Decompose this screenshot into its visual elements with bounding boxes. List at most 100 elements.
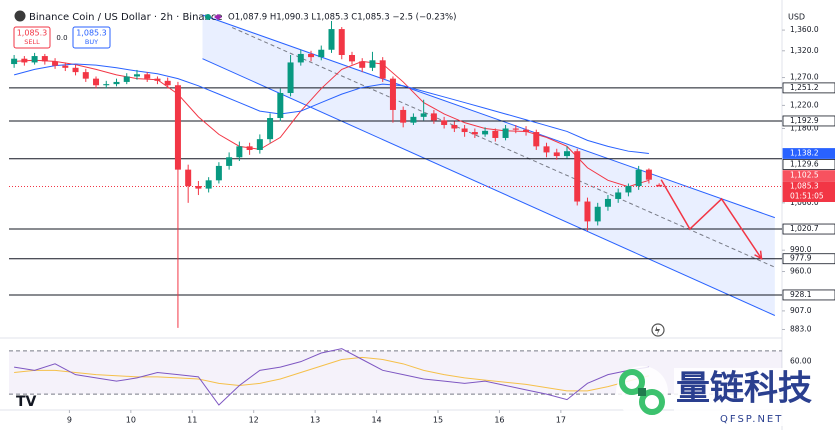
currency: USD [788,13,805,22]
candle-body [21,58,28,63]
candle-body [441,120,448,125]
y-tick-label: 1,180.0 [790,124,819,133]
tv-logo: 𝗧𝗩 [16,394,37,410]
candle-body [267,118,274,140]
buy-label: BUY [85,38,98,46]
candle-body [533,132,540,147]
overlay: Binance Coin / US Dollar · 2h · Binance … [13,10,835,426]
projection-arrowhead [754,250,763,261]
spread: 0.0 [56,34,67,42]
candle-body [41,56,48,62]
candle-body [185,169,192,187]
price-tag [782,170,835,181]
y-tick-label: 990.0 [790,245,812,254]
x-tick-label: 14 [371,416,381,425]
candle-body [103,84,110,86]
replay-icon[interactable] [651,323,665,337]
candle-body [123,76,130,82]
buy-button[interactable] [72,26,111,49]
channel-upper [202,14,776,219]
symbol-title: Binance Coin / US Dollar · 2h · Binance [29,12,223,23]
candle-body [246,146,253,150]
candle-body [379,60,386,79]
price-tag [782,82,835,94]
candle-body [205,180,212,189]
candle-body [492,130,499,138]
candle-body [174,85,181,170]
y-tick-label: 1,320.0 [790,46,819,55]
candle-body [11,58,18,65]
candle-body [563,151,570,157]
x-tick-label: 13 [310,416,320,425]
candle-body [645,169,652,180]
candle-body [512,128,519,130]
x-tick-label: 12 [249,416,259,425]
price-tag-label: 1,020.7 [790,224,819,233]
sell-label: SELL [24,38,40,46]
candle-body [451,124,458,129]
moving-average [13,63,649,154]
sell-button[interactable] [13,26,51,49]
sell-price: 1,085.3 [17,29,48,38]
buy-price: 1,085.3 [76,29,107,38]
price-tag [782,289,835,301]
candle-body [430,113,437,121]
candle-body [318,49,325,58]
rsi-ma [14,356,650,392]
x-tick-label: 10 [126,416,136,425]
candle-body [348,55,355,62]
candle-body [256,139,263,150]
x-tick-label: 9 [67,416,72,425]
candle-body [328,29,335,50]
channel-lower [202,58,776,316]
candle-body [144,74,151,79]
candle-body [297,53,304,63]
watermark-name: 量链科技 [676,369,812,409]
candle-body [523,129,530,133]
candle-body [420,113,427,117]
channel-middle [231,27,776,268]
candle-body [287,62,294,94]
candle-body [308,53,315,58]
price-tag [782,223,835,235]
candle-body [154,78,161,81]
y-tick-label: 883.0 [790,324,812,333]
candle-body [226,157,233,166]
watermark-site: QFSP.NET [720,414,783,425]
candle-body [338,29,345,56]
candle-body [52,61,59,66]
x-tick-label: 11 [187,416,197,425]
rsi-line [14,348,649,406]
candle-body [113,81,120,85]
y-tick-label: 960.0 [790,267,812,276]
candle-body [62,65,69,68]
watermark-bg [674,368,835,426]
candle-body [553,152,560,157]
candle-body [543,146,550,153]
price-tag [782,115,835,127]
y-tick-label: 1,060.0 [790,198,819,207]
projection-path [660,179,763,260]
candle-body [82,72,89,79]
candle-body [215,165,222,181]
price-tag-label: 1,251.2 [790,83,819,92]
y-tick-label: 1,270.0 [790,73,819,82]
candle-body [389,78,396,110]
candle-body [359,61,366,68]
price-tag-label: 1,102.5 [790,171,819,180]
y-tick-label: 1,360.0 [790,25,819,34]
channel-fill [202,14,775,316]
candle-body [400,109,407,123]
status-icon [214,14,222,20]
moving-average [14,59,650,188]
watermark-logo [616,366,668,418]
countdown: 01:51:05 [790,192,824,201]
price-tag [782,181,835,202]
candle-body [482,130,489,135]
x-tick-label: 17 [556,416,566,425]
y-tick-label: 1,220.0 [790,100,819,109]
candle-body [594,206,601,222]
candle-body [195,186,202,189]
candle-body [635,169,642,187]
